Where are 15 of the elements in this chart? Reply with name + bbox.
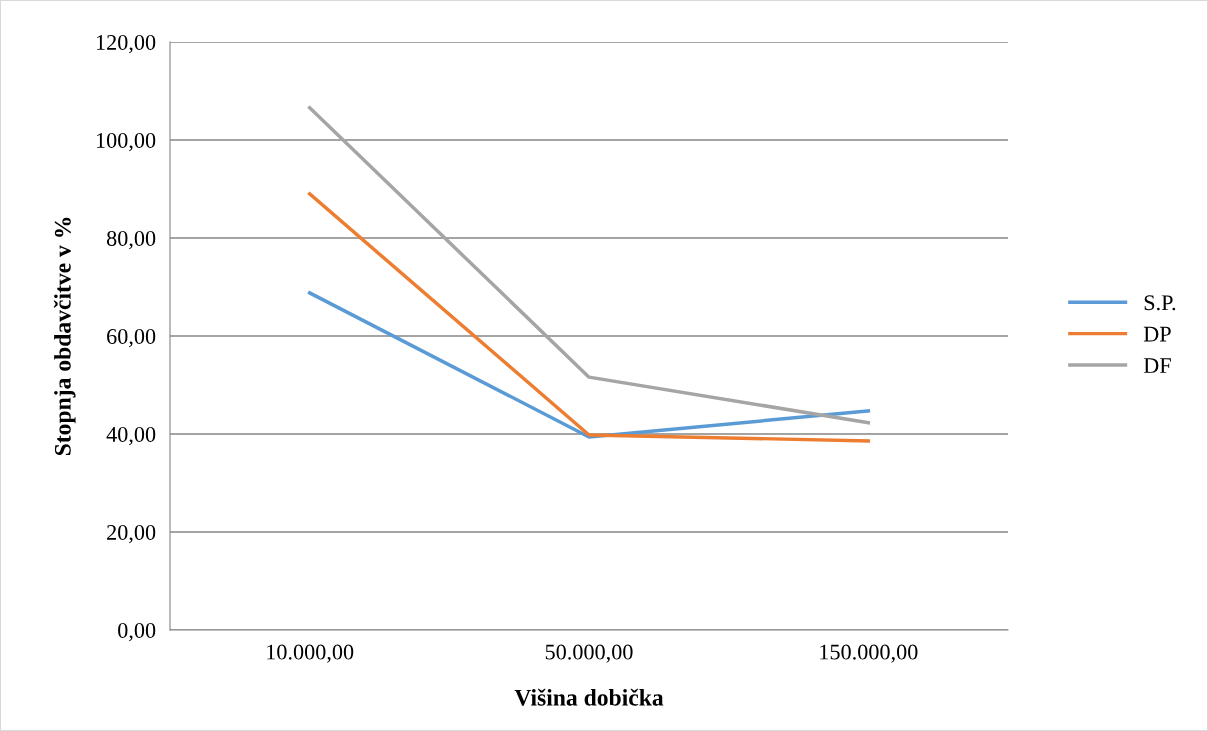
y-tick-label: 60,00 (107, 328, 156, 348)
y-tick-label: 100,00 (96, 132, 156, 152)
legend-label: DF (1143, 358, 1171, 373)
x-tick-label: 150.000,00 (820, 644, 918, 663)
x-axis-title: Višina dobička (514, 688, 664, 706)
legend-label: S.P. (1144, 295, 1176, 311)
x-tick-label: 10.000,00 (267, 644, 354, 663)
y-tick-label: 120,00 (96, 34, 156, 54)
y-axis-title: Stopnja obdavčitve v % (53, 217, 76, 456)
y-tick-label: 80,00 (106, 230, 156, 250)
y-tick-label: 20,00 (107, 524, 156, 544)
y-tick-label: 40,00 (106, 426, 156, 446)
legend-label: DP (1143, 326, 1171, 342)
x-tick-label: 50.000,00 (545, 644, 633, 663)
y-tick-label: 0,00 (118, 622, 156, 642)
